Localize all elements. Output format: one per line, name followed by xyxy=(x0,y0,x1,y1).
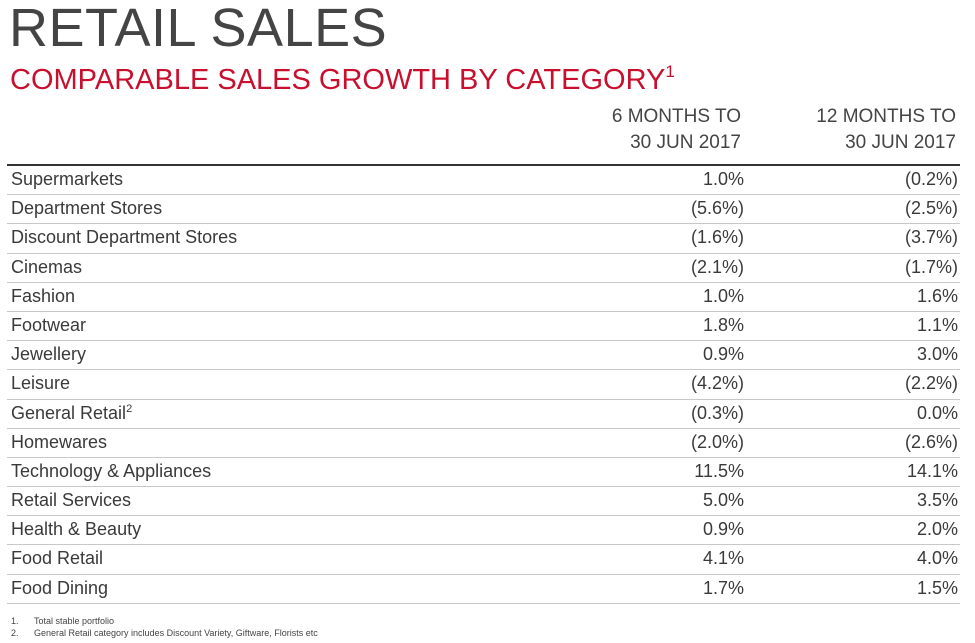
category-name: Homewares xyxy=(11,431,108,452)
category-name: Department Stores xyxy=(11,198,163,219)
category-name: Fashion xyxy=(11,285,76,306)
category-label: Fashion xyxy=(11,286,75,307)
value-12-months: 3.0% xyxy=(916,344,958,365)
value-6-months: (0.3%) xyxy=(690,402,744,423)
category-name: Footwear xyxy=(11,314,87,335)
column-header-12-months: 12 MONTHS TO 30 JUN 2017 xyxy=(816,104,956,156)
category-label: Homewares xyxy=(11,432,107,453)
table-row: General Retail2 (0.3%) 0.0% xyxy=(7,400,960,429)
value-6-months: 1.8% xyxy=(702,314,744,335)
value-12-months: (2.2%) xyxy=(904,373,958,394)
value-6-months: (4.2%) xyxy=(690,373,744,394)
table-row: Retail Services 5.0% 3.5% xyxy=(7,487,960,517)
subtitle-text: COMPARABLE SALES GROWTH BY CATEGORY xyxy=(10,64,666,96)
column-header-line2: 30 JUN 2017 xyxy=(630,132,741,153)
value-6-months: 1.7% xyxy=(702,577,744,598)
footnote: 2. General Retail category includes Disco… xyxy=(11,627,318,639)
footnote-text: Total stable portfolio xyxy=(34,616,115,626)
value-12-months: (0.2%) xyxy=(904,169,958,189)
value-12-months: 1.1% xyxy=(916,314,958,335)
category-name: General Retail xyxy=(11,402,127,423)
footnote-text: General Retail category includes Discoun… xyxy=(34,628,318,638)
value-12-months: 0.0% xyxy=(916,402,958,423)
value-6-months: 1.0% xyxy=(702,169,744,189)
column-header-line2: 30 JUN 2017 xyxy=(845,132,956,153)
category-label: Footwear xyxy=(11,315,86,336)
category-label: Department Stores xyxy=(11,198,162,219)
header-divider xyxy=(7,164,960,166)
value-6-months: 1.0% xyxy=(702,285,744,306)
footnote: 1. Total stable portfolio xyxy=(11,615,318,627)
value-6-months: (1.6%) xyxy=(690,227,744,248)
category-name: Cinemas xyxy=(11,256,83,277)
table-row: Leisure (4.2%) (2.2%) xyxy=(7,370,960,400)
value-12-months: 4.0% xyxy=(916,548,958,569)
sales-table-body: Supermarkets 1.0% (0.2%) Department Stores (… xyxy=(7,166,960,604)
category-name: Leisure xyxy=(11,373,71,394)
value-6-months: (2.1%) xyxy=(690,256,744,277)
footnote-marker: 2 xyxy=(126,402,133,415)
table-row: Fashion 1.0% 1.6% xyxy=(7,283,960,312)
value-12-months: (1.7%) xyxy=(904,256,958,277)
value-12-months: 1.5% xyxy=(916,577,958,598)
category-label: Technology & Appliances xyxy=(11,461,211,482)
page-subtitle: COMPARABLE SALES GROWTH BY CATEGORY1 xyxy=(10,60,675,100)
table-row: Jewellery 0.9% 3.0% xyxy=(7,341,960,371)
table-row: Supermarkets 1.0% (0.2%) xyxy=(7,166,960,196)
category-name: Technology & Appliances xyxy=(11,460,212,481)
table-row: Discount Department Stores (1.6%) (3.7%) xyxy=(7,224,960,254)
value-12-months: (2.6%) xyxy=(904,431,958,452)
value-6-months: 11.5% xyxy=(694,460,744,481)
category-name: Supermarkets xyxy=(11,169,124,189)
value-6-months: 0.9% xyxy=(702,344,744,365)
value-6-months: 0.9% xyxy=(702,519,744,540)
table-row: Technology & Appliances 11.5% 14.1% xyxy=(7,458,960,488)
value-12-months: 14.1% xyxy=(906,460,958,481)
table-row: Cinemas (2.1%) (1.7%) xyxy=(7,254,960,283)
value-12-months: (3.7%) xyxy=(904,227,958,248)
category-name: Retail Services xyxy=(11,490,132,511)
category-label: Cinemas xyxy=(11,257,82,278)
value-6-months: 4.1% xyxy=(702,548,744,569)
category-label: Food Retail xyxy=(11,548,103,569)
page-title: RETAIL SALES xyxy=(9,0,388,58)
footnotes: 1. Total stable portfolio 2. General Retail… xyxy=(11,615,318,639)
subtitle-footnote-marker: 1 xyxy=(665,62,675,81)
value-6-months: (2.0%) xyxy=(690,431,744,452)
value-12-months: 1.6% xyxy=(916,285,958,306)
value-6-months: (5.6%) xyxy=(690,198,744,219)
category-name: Health & Beauty xyxy=(11,519,142,540)
column-header-line1: 12 MONTHS TO xyxy=(816,106,956,127)
category-label: Jewellery xyxy=(11,344,86,365)
category-label: Food Dining xyxy=(11,578,108,599)
category-name: Food Retail xyxy=(11,548,104,569)
column-header-6-months: 6 MONTHS TO 30 JUN 2017 xyxy=(612,104,741,156)
table-row: Health & Beauty 0.9% 2.0% xyxy=(7,516,960,546)
column-header-line1: 6 MONTHS TO xyxy=(611,106,741,127)
value-6-months: 5.0% xyxy=(702,490,744,511)
value-12-months: 2.0% xyxy=(916,519,958,540)
value-12-months: (2.5%) xyxy=(904,198,958,219)
table-row: Footwear 1.8% 1.1% xyxy=(7,312,960,342)
table-row: Food Retail 4.1% 4.0% xyxy=(7,545,960,575)
category-label: Retail Services xyxy=(11,490,131,511)
category-label: Discount Department Stores xyxy=(11,227,237,248)
value-12-months: 3.5% xyxy=(916,490,958,511)
category-name: Discount Department Stores xyxy=(11,227,238,248)
category-label: General Retail2 xyxy=(11,403,132,424)
footnote-number: 2. xyxy=(11,628,19,638)
category-label: Leisure xyxy=(11,373,70,394)
table-row: Homewares (2.0%) (2.6%) xyxy=(7,429,960,458)
table-row: Department Stores (5.6%) (2.5%) xyxy=(7,195,960,225)
category-label: Health & Beauty xyxy=(11,519,141,540)
category-name: Food Dining xyxy=(11,577,109,598)
table-row: Food Dining 1.7% 1.5% xyxy=(7,575,960,604)
category-label: Supermarkets xyxy=(11,169,123,190)
category-name: Jewellery xyxy=(11,344,87,365)
footnote-number: 1. xyxy=(11,616,19,626)
